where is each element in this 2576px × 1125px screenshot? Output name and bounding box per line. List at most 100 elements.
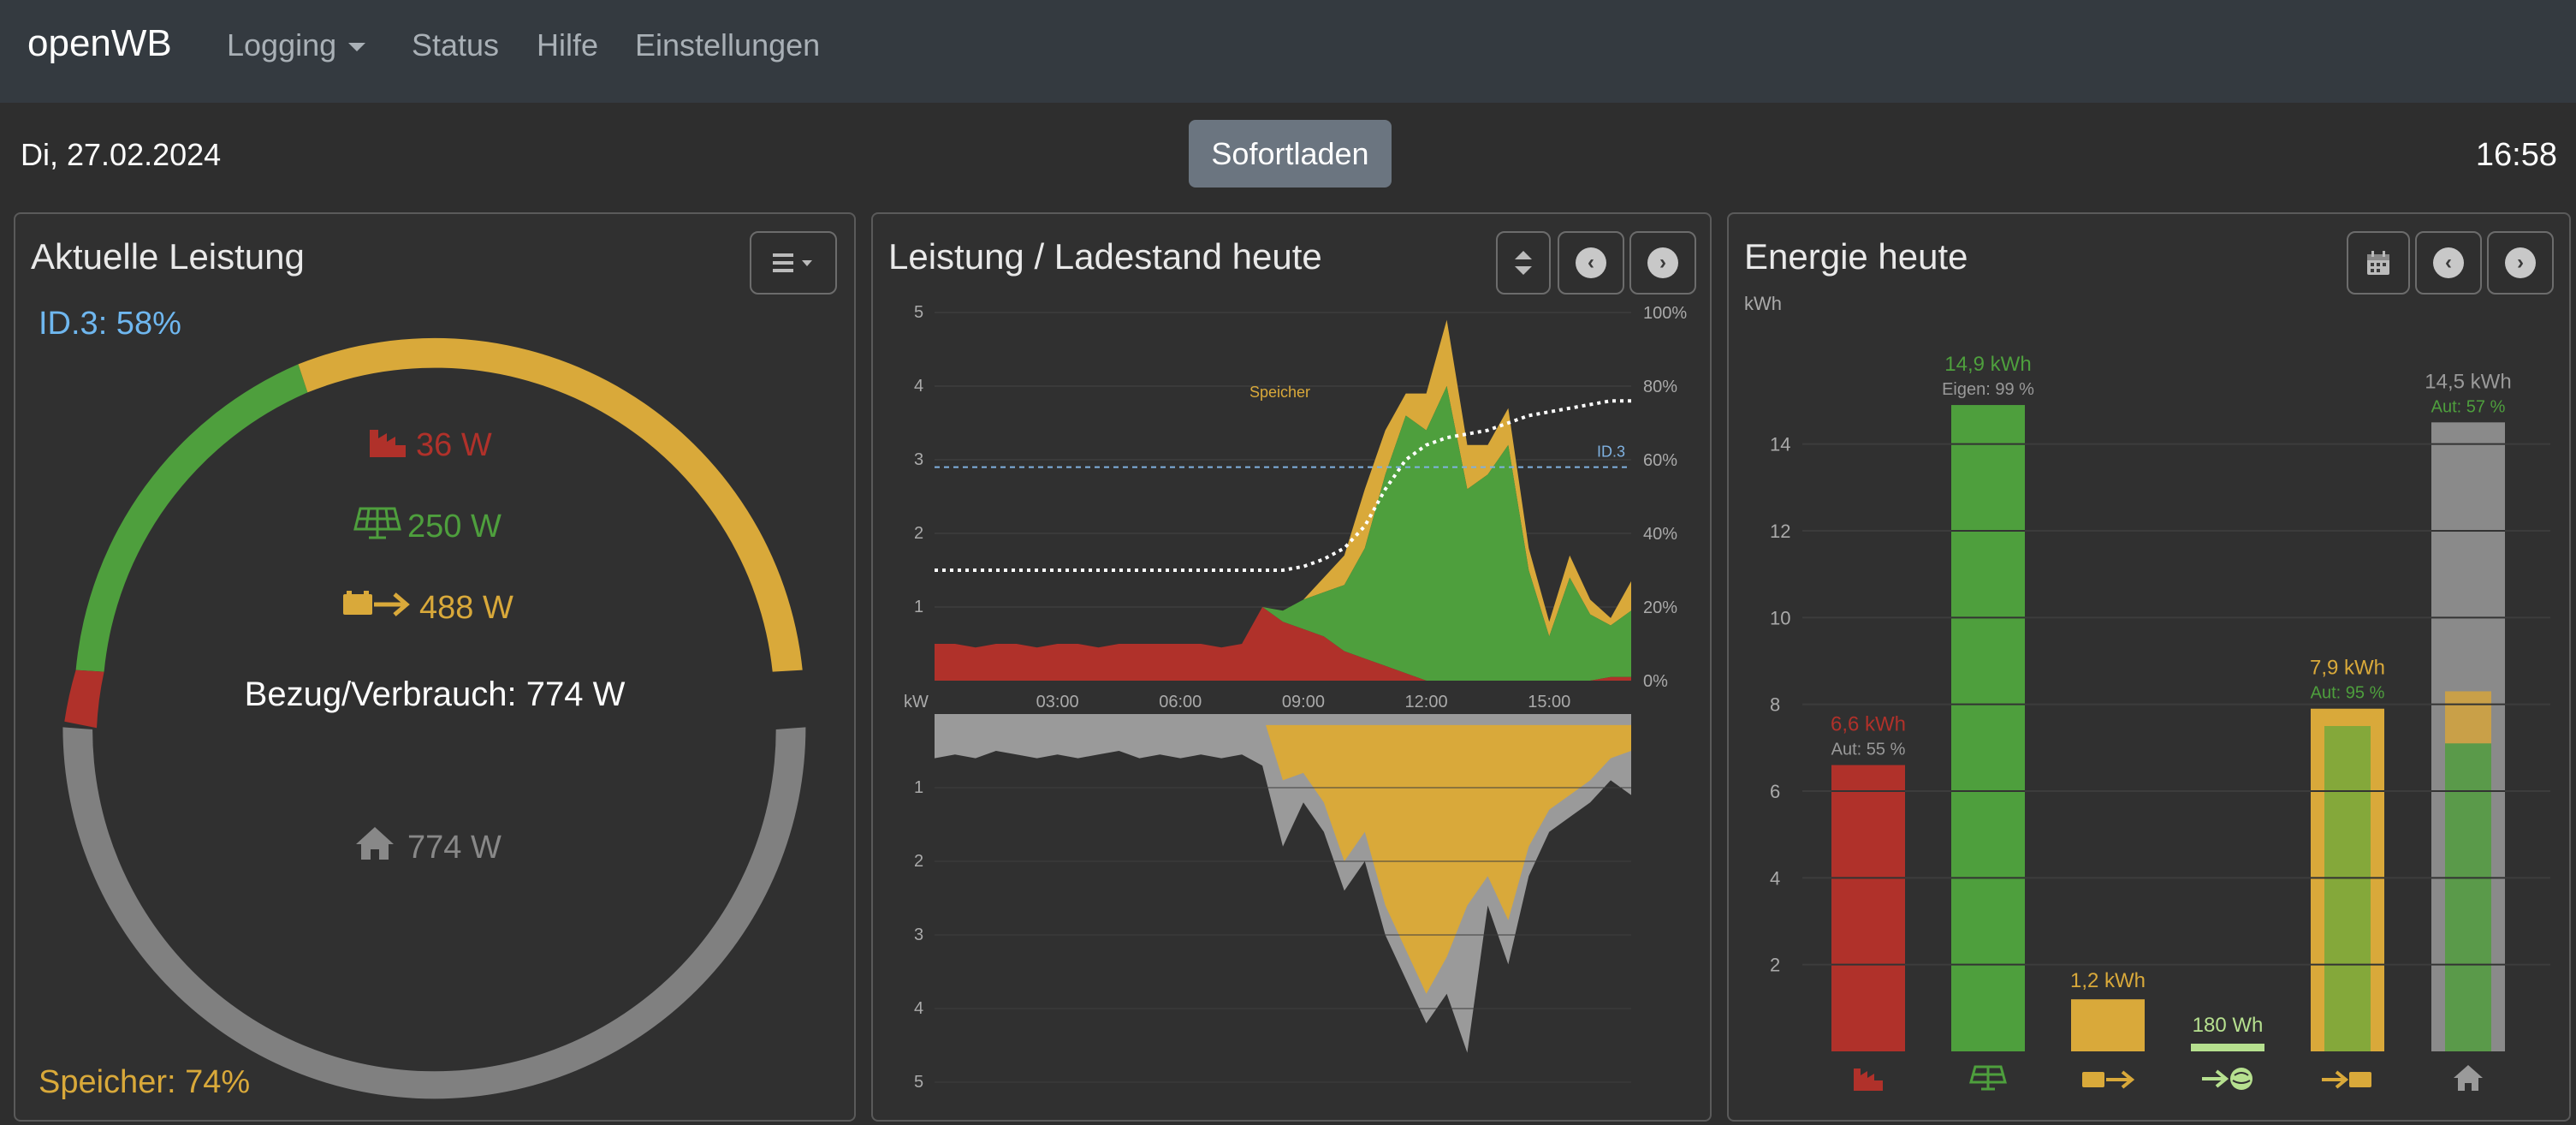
battery-series-area (935, 319, 1631, 648)
power-card: Aktuelle Leistung ID.3: 58% 36 W (14, 212, 856, 1122)
next-day-button[interactable]: › (2487, 231, 2554, 295)
bar-pv (1951, 405, 2025, 1051)
energy-card: Energie heute ‹ › kWh 2 4 6 8 10 12 14 6,6 kWh Au… (1727, 212, 2571, 1122)
y-tick-label: 10 (1770, 607, 1790, 628)
arrow-globe-icon (2202, 1068, 2253, 1090)
grid-power-value: 36 W (416, 427, 492, 463)
sort-button[interactable] (1496, 231, 1551, 295)
bar-value-label: 7,9 kWh (2310, 657, 2385, 680)
pv-power-value: 250 W (407, 509, 502, 545)
card-title: Aktuelle Leistung (31, 236, 305, 277)
bar-value-label: 180 Wh (2193, 1014, 2264, 1037)
y-tick-label: 4 (914, 377, 923, 396)
pv-series-area (935, 386, 1631, 681)
bar-sub-label: Aut: 95 % (2311, 684, 2385, 703)
prev-day-button[interactable]: ‹ (1558, 231, 1624, 295)
bar-value-label: 14,5 kWh (2425, 370, 2511, 393)
energy-chart: kWh 2 4 6 8 10 12 14 6,6 kWh Aut: 55 % 14,9 kWh Eig… (1744, 293, 2550, 1091)
battery-consumption-area (935, 714, 1631, 994)
x-tick-label: 15:00 (1528, 693, 1570, 711)
power-gauge: ID.3: 58% 36 W 250 W 488 W Bezug/Verbrau… (39, 306, 806, 1100)
chevron-left-icon: ‹ (2433, 247, 2464, 278)
y-tick-label: 3 (914, 450, 923, 469)
gauge-segment-pv (75, 364, 308, 672)
power-chart: 1 2 3 4 5 0% 20% 40% 60% 80% 100% ID.3 Speicher 03:00… (904, 303, 1687, 1092)
chevron-right-icon: › (1647, 247, 1678, 278)
solar-panel-icon (353, 507, 401, 539)
y-axis-label: kWh (1744, 293, 1782, 314)
battery-arrow-icon (343, 591, 410, 616)
battery-power-value: 488 W (419, 590, 513, 626)
calendar-button[interactable] (2347, 231, 2410, 295)
bar-sub-label: Eigen: 99 % (1942, 380, 2034, 399)
factory-icon (370, 430, 406, 457)
y-tick-label: 4 (1770, 867, 1780, 889)
menu-icon (773, 253, 812, 272)
nav-hilfe[interactable]: Hilfe (537, 27, 599, 62)
y-tick-label: 8 (1770, 694, 1780, 716)
bar-inner-solar-house (2445, 743, 2491, 1051)
ev-soc-label: ID.3: 58% (39, 306, 181, 342)
y-tick-label: 1 (914, 598, 923, 616)
speicher-annotation: Speicher (1249, 384, 1310, 401)
sort-icon (1515, 251, 1532, 275)
x-tick-label: 03:00 (1036, 693, 1079, 711)
nav-logging[interactable]: Logging (227, 27, 366, 63)
brand-logo[interactable]: openWB (27, 22, 172, 64)
y-tick-label: 2 (914, 852, 923, 871)
y-tick-label: 4 (914, 999, 923, 1018)
current-time: 16:58 (2475, 137, 2557, 173)
house-baseline-area (935, 714, 1631, 725)
storage-soc-label: Speicher: 74% (39, 1064, 250, 1100)
gauge-segment-battery (298, 337, 803, 672)
battery-arrow-icon (2082, 1070, 2135, 1089)
y-tick-label: 3 (914, 926, 923, 944)
y2-tick-label: 40% (1643, 525, 1677, 544)
bar-grid (1831, 765, 1905, 1051)
y-tick-label: 12 (1770, 521, 1790, 542)
prev-day-button[interactable]: ‹ (2415, 231, 2482, 295)
nav-status[interactable]: Status (412, 27, 500, 62)
calendar-icon (2367, 251, 2389, 275)
next-day-button[interactable]: › (1629, 231, 1696, 295)
sofortladen-button[interactable]: Sofortladen (1189, 120, 1392, 188)
nav-einstellungen[interactable]: Einstellungen (635, 27, 821, 62)
factory-icon (1854, 1068, 1883, 1091)
gauge-segment-grid (64, 670, 104, 729)
bar-value-label: 1,2 kWh (2070, 969, 2146, 992)
bar-battery-out (2071, 999, 2145, 1051)
chevron-right-icon: › (2505, 247, 2536, 278)
y2-tick-label: 80% (1643, 378, 1677, 396)
y2-tick-label: 100% (1643, 304, 1687, 323)
house-icon (356, 827, 394, 860)
y2-tick-label: 0% (1643, 672, 1668, 691)
y-tick-label: 5 (914, 1073, 923, 1092)
arrow-battery-icon (2322, 1070, 2371, 1089)
y-tick-label: 2 (914, 524, 923, 543)
y-tick-label: 1 (914, 778, 923, 797)
y-tick-label: 14 (1770, 434, 1790, 455)
bar-export (2191, 1044, 2264, 1051)
solar-panel-icon (1969, 1065, 2007, 1091)
y2-tick-label: 60% (1643, 451, 1677, 470)
y-tick-label: 2 (1770, 955, 1780, 976)
y2-tick-label: 20% (1643, 598, 1677, 617)
house-icon (2454, 1065, 2483, 1091)
nav-logging-label: Logging (227, 27, 337, 62)
menu-button[interactable] (750, 231, 837, 295)
bar-sub-label: Aut: 57 % (2431, 397, 2506, 416)
bar-value-label: 14,9 kWh (1944, 353, 2031, 376)
x-tick-label: 09:00 (1282, 693, 1325, 711)
bar-sub-label: Aut: 55 % (1831, 741, 1906, 759)
chevron-left-icon: ‹ (1576, 247, 1606, 278)
ev-soc-series-line (935, 399, 1631, 572)
x-tick-label: 06:00 (1159, 693, 1202, 711)
x-tick-label: 12:00 (1405, 693, 1448, 711)
navbar: openWB Logging Status Hilfe Einstellunge… (0, 0, 2576, 103)
house-power-value: 774 W (407, 830, 502, 866)
power-chart-card: Leistung / Ladestand heute ‹ › 1 2 3 4 5 0% 20… (871, 212, 1712, 1122)
card-title: Energie heute (1744, 236, 1968, 277)
y-tick-label: 6 (1770, 781, 1780, 802)
card-title: Leistung / Ladestand heute (888, 236, 1322, 277)
unit-label: kW (904, 693, 929, 711)
